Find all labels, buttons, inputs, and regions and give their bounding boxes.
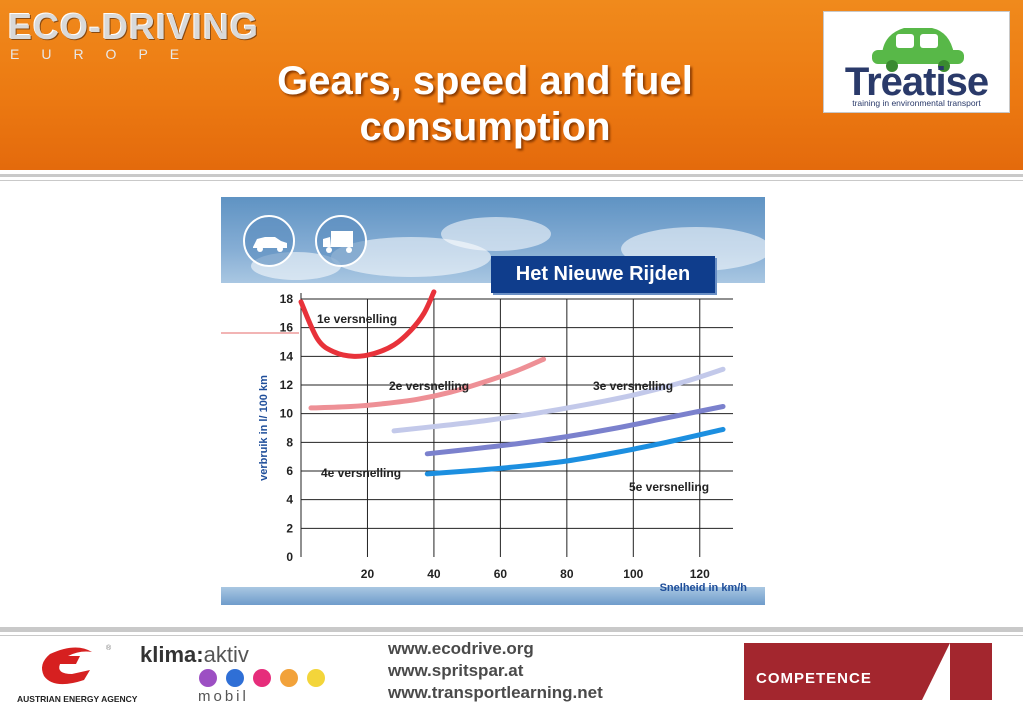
footer-links: www.ecodrive.org www.spritspar.at www.tr… (388, 638, 603, 704)
x-tick-label: 100 (623, 567, 643, 581)
header-divider (0, 174, 1023, 177)
klima-dot-pink (253, 669, 271, 687)
treatise-name: Treatise (844, 60, 989, 104)
series-line-1 (298, 289, 437, 359)
header-divider-thin (0, 180, 1023, 181)
fuel-consumption-chart: Het Nieuwe Rijden 0 2 4 6 8 10 12 14 16 18 20 40 60 8… (221, 197, 765, 605)
series-line-5 (424, 426, 726, 477)
klima-dot-orange (280, 669, 298, 687)
truck-icon (323, 231, 353, 253)
svg-text:®: ® (106, 644, 112, 652)
page-title: Gears, speed and fuel consumption (170, 58, 800, 150)
competence-text: COMPETENCE (756, 670, 872, 687)
x-tick-label: 40 (427, 567, 441, 581)
treatise-logo: Treatise training in environmental trans… (823, 11, 1010, 113)
series-label-4: 4e versnelling (321, 466, 401, 480)
car-icon (253, 237, 287, 252)
y-tick-label: 8 (286, 435, 293, 449)
series-line-4 (424, 404, 726, 457)
header-banner: ECO-DRIVING EUROPE Gears, speed and fuel… (0, 0, 1023, 170)
footer-divider-thin (0, 635, 1023, 636)
footer-divider (0, 627, 1023, 632)
competence-logo-cut (922, 643, 950, 700)
x-tick-label: 20 (361, 567, 375, 581)
footer-link-ecodrive[interactable]: www.ecodrive.org (388, 639, 534, 658)
truck-badge (315, 215, 367, 267)
klima-word-a: klima: (140, 642, 204, 667)
series-line-3 (391, 366, 726, 434)
y-axis-label: verbruik in l/ 100 km (258, 375, 270, 481)
klima-word-b: aktiv (203, 642, 249, 667)
cloud-shape (441, 217, 551, 251)
y-tick-label: 10 (280, 407, 294, 421)
klima-dot-yellow (307, 669, 325, 687)
competence-logo: COMPETENCE (744, 643, 992, 700)
klima-aktiv-logo: klima:aktiv (140, 642, 249, 668)
y-tick-label: 0 (286, 550, 293, 564)
chart-title: Het Nieuwe Rijden (491, 256, 715, 293)
footer-link-spritspar[interactable]: www.spritspar.at (388, 661, 524, 680)
car-badge (243, 215, 295, 267)
klima-dot-blue (226, 669, 244, 687)
klima-dot-purple (199, 669, 217, 687)
series-label-5: 5e versnelling (629, 480, 709, 494)
y-tick-label: 14 (280, 349, 294, 363)
austrian-energy-agency-logo: ® (42, 644, 112, 685)
page-title-line-2: consumption (359, 105, 611, 149)
series-label-1: 1e versnelling (317, 312, 397, 326)
y-tick-label: 6 (286, 464, 293, 478)
x-tick-label: 120 (690, 567, 710, 581)
series-label-2: 2e versnelling (389, 379, 469, 393)
y-tick-label: 16 (280, 321, 294, 335)
series-line-2 (308, 356, 547, 411)
series-label-3: 3e versnelling (593, 379, 673, 393)
y-tick-label: 4 (286, 493, 293, 507)
y-tick-label: 12 (280, 378, 294, 392)
footer-link-transportlearning[interactable]: www.transportlearning.net (388, 683, 603, 702)
klima-mobil: mobil (198, 688, 249, 705)
eco-driving-logo-sub: EUROPE (10, 46, 202, 62)
x-tick-label: 80 (560, 567, 574, 581)
y-tick-label: 2 (286, 521, 293, 535)
x-tick-label: 60 (494, 567, 508, 581)
x-axis-label: Snelheid in km/h (660, 582, 748, 594)
sky-footer-strip (221, 587, 765, 605)
treatise-tagline: training in environmental transport (852, 98, 981, 108)
car-icon (872, 28, 964, 72)
austrian-energy-agency-name: AUSTRIAN ENERGY AGENCY (17, 694, 138, 704)
eco-driving-logo: ECO-DRIVING (8, 6, 260, 47)
page-title-line-1: Gears, speed and fuel (277, 59, 693, 103)
y-tick-label: 18 (280, 292, 294, 306)
